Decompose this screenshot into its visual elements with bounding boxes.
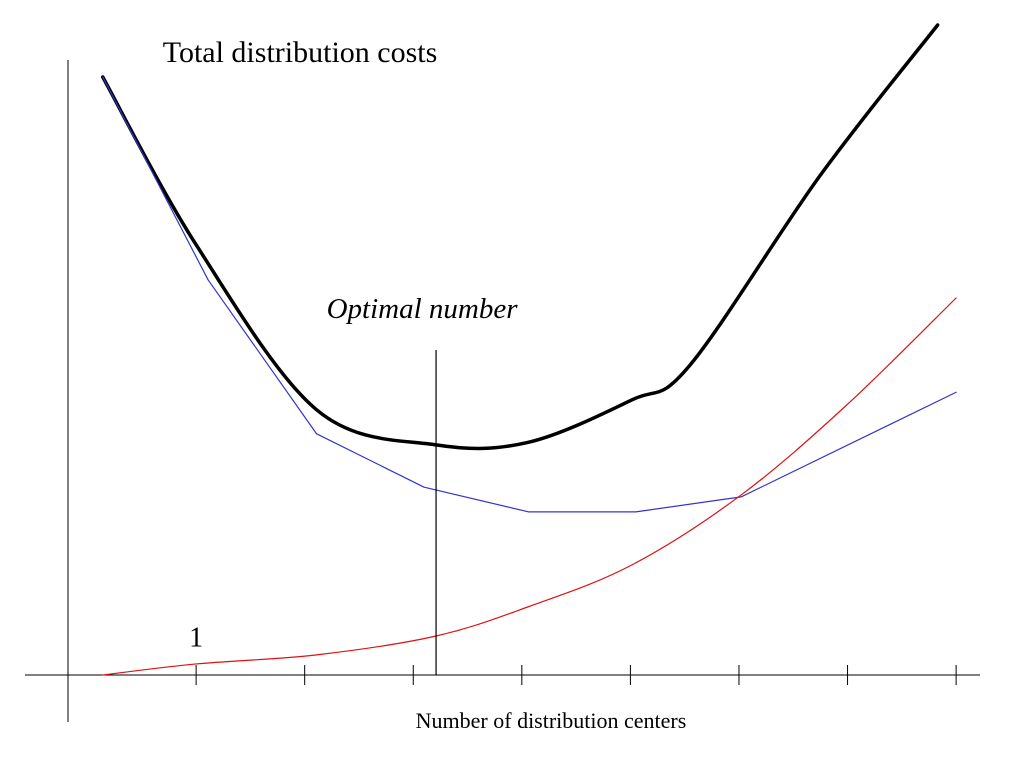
x-axis-label: Number of distribution centers bbox=[416, 708, 687, 733]
marker-label: Optimal number bbox=[327, 293, 519, 325]
series-line bbox=[102, 76, 957, 513]
chart-title: Total distribution costs bbox=[163, 36, 438, 69]
series-line bbox=[102, 297, 957, 676]
series-line bbox=[100, 23, 940, 451]
annotation: 1 bbox=[189, 622, 203, 653]
